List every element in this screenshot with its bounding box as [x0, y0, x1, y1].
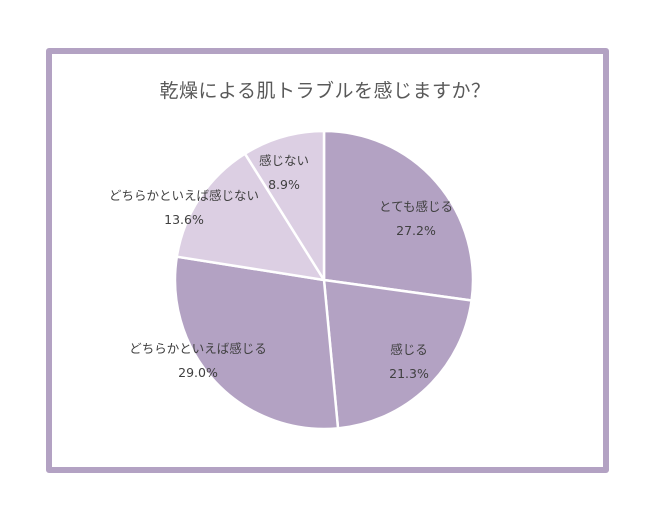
slice-category-label: とても感じる	[379, 199, 453, 214]
slice-category-label: どちらかといえば感じない	[109, 188, 259, 203]
slice-value-label: 8.9%	[268, 177, 300, 192]
slice-value-label: 21.3%	[389, 366, 429, 381]
slice-category-label: 感じない	[259, 153, 309, 168]
slice-labels: とても感じる 27.2% 感じる 21.3% どちらかといえば感じる 29.0% どちらかと…	[109, 153, 453, 381]
slice-value-label: 27.2%	[396, 223, 436, 238]
slice-value-label: 13.6%	[164, 212, 204, 227]
chart-title: 乾燥による肌トラブルを感じますか？	[159, 80, 491, 102]
slice-category-label: どちらかといえば感じる	[129, 341, 267, 356]
slice-value-label: 29.0%	[178, 365, 218, 380]
slice-category-label: 感じる	[390, 342, 428, 357]
pie-slice	[173, 255, 340, 431]
pie-slice	[243, 129, 326, 282]
pie-slice	[322, 278, 473, 430]
pie-slices	[173, 129, 475, 431]
pie-slice	[175, 152, 326, 282]
pie-slice	[322, 129, 475, 302]
